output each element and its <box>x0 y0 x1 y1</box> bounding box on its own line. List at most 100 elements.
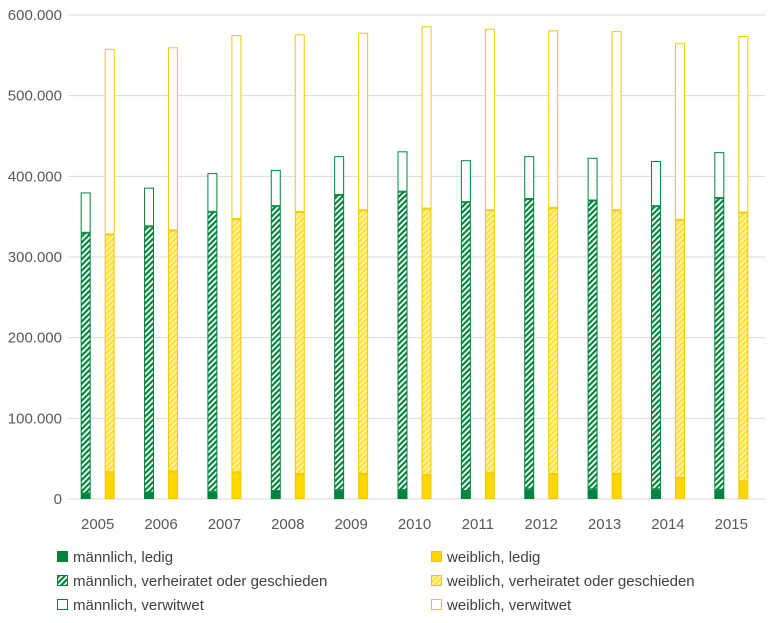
bar-female-outline-2010 <box>421 26 432 209</box>
gridlines <box>68 14 765 500</box>
bar-female-hatched-2005 <box>104 234 115 473</box>
bar-male-hatched-2006 <box>144 226 155 493</box>
legend-swatch <box>431 599 442 610</box>
bar-male-hatched-2015 <box>714 198 725 491</box>
bar-male-solid-2005 <box>80 493 91 499</box>
bar-male-outline-2008 <box>270 169 281 207</box>
legend-swatch <box>57 599 68 610</box>
legend-label: weiblich, verheiratet oder geschieden <box>446 573 695 590</box>
legend-swatch <box>57 551 68 562</box>
bar-male-hatched-2005 <box>80 232 91 494</box>
bar-female-solid-2006 <box>168 471 179 499</box>
bar-female-outline-2014 <box>674 43 685 220</box>
bar-female-solid-2012 <box>548 473 559 500</box>
bar-male-hatched-2009 <box>334 194 345 491</box>
bar-male-solid-2012 <box>524 489 535 500</box>
bar-female-solid-2011 <box>484 473 495 500</box>
bar-female-hatched-2013 <box>611 210 622 474</box>
x-tick-label: 2011 <box>462 516 494 533</box>
bar-male-hatched-2014 <box>650 206 661 490</box>
bar-male-outline-2009 <box>334 156 345 195</box>
bar-male-hatched-2007 <box>207 211 218 492</box>
y-tick-label: 0 <box>54 491 62 508</box>
bar-female-hatched-2014 <box>674 219 685 479</box>
bar-female-outline-2015 <box>738 35 749 213</box>
x-tick-label: 2005 <box>81 516 114 533</box>
bar-female-outline-2007 <box>231 35 242 220</box>
bar-male-solid-2006 <box>144 492 155 499</box>
legend-label: weiblich, ledig <box>446 549 540 566</box>
y-tick-label: 500.000 <box>8 88 62 105</box>
y-tick-label: 400.000 <box>8 168 62 185</box>
bar-female-solid-2005 <box>104 472 115 500</box>
x-tick-label: 2010 <box>398 516 431 533</box>
legend-label: männlich, verwitwet <box>73 597 205 614</box>
bar-female-solid-2008 <box>294 473 305 500</box>
bar-male-outline-2014 <box>650 161 661 207</box>
legend-item: weiblich, verheiratet oder geschieden <box>431 573 695 590</box>
bar-male-solid-2007 <box>207 491 218 499</box>
bar-male-outline-2015 <box>714 152 725 199</box>
bar-female-solid-2010 <box>421 474 432 499</box>
bar-male-hatched-2008 <box>270 206 281 491</box>
y-tick-label: 300.000 <box>8 249 62 266</box>
legend-swatch <box>57 575 68 586</box>
bar-male-outline-2013 <box>587 157 598 201</box>
bar-male-solid-2008 <box>270 490 281 499</box>
x-tick-label: 2006 <box>144 516 177 533</box>
bar-female-hatched-2008 <box>294 211 305 474</box>
bar-male-hatched-2010 <box>397 191 408 491</box>
bar-male-outline-2012 <box>524 156 535 199</box>
legend-swatch <box>431 575 442 586</box>
legend-label: männlich, ledig <box>73 549 173 566</box>
legend-item: männlich, verheiratet oder geschieden <box>57 573 327 590</box>
bar-male-outline-2005 <box>80 192 91 233</box>
bar-female-hatched-2012 <box>548 207 559 474</box>
x-tick-label: 2009 <box>334 516 367 533</box>
legend-item: männlich, verwitwet <box>57 597 205 614</box>
bar-female-hatched-2015 <box>738 212 749 482</box>
x-tick-label: 2015 <box>715 516 748 533</box>
bar-female-solid-2014 <box>674 478 685 500</box>
legend: männlich, ledig weiblich, ledig männlich, … <box>57 549 695 614</box>
legend-item: männlich, ledig <box>57 549 173 566</box>
bar-female-hatched-2006 <box>168 230 179 472</box>
x-tick-label: 2007 <box>208 516 241 533</box>
bar-male-outline-2006 <box>144 187 155 227</box>
bar-female-hatched-2009 <box>358 210 369 474</box>
bar-female-outline-2013 <box>611 31 622 211</box>
legend-label: männlich, verheiratet oder geschieden <box>73 573 327 590</box>
bar-female-solid-2007 <box>231 472 242 500</box>
y-tick-label: 100.000 <box>8 410 62 427</box>
y-tick-label: 200.000 <box>8 330 62 347</box>
bar-female-solid-2015 <box>738 481 749 499</box>
bar-female-outline-2011 <box>484 28 495 211</box>
bar-male-outline-2007 <box>207 173 218 212</box>
bar-male-hatched-2013 <box>587 200 598 490</box>
bar-male-hatched-2011 <box>460 202 471 491</box>
bar-male-solid-2010 <box>397 490 408 500</box>
bar-female-hatched-2007 <box>231 219 242 473</box>
x-tick-label: 2008 <box>271 516 304 533</box>
y-tick-label: 600.000 <box>8 7 62 24</box>
x-tick-label: 2013 <box>588 516 621 533</box>
bar-female-solid-2009 <box>358 473 369 500</box>
bar-female-outline-2006 <box>168 47 179 231</box>
legend-label: weiblich, verwitwet <box>446 597 572 614</box>
bar-male-solid-2014 <box>650 489 661 500</box>
bar-male-solid-2013 <box>587 489 598 500</box>
bar-male-solid-2009 <box>334 490 345 500</box>
bar-male-solid-2015 <box>714 490 725 500</box>
bar-male-outline-2011 <box>460 160 471 203</box>
bars <box>80 26 749 500</box>
bar-female-outline-2005 <box>104 48 115 235</box>
legend-swatch <box>431 551 442 562</box>
bar-male-solid-2011 <box>460 490 471 499</box>
y-axis: 0 100.000 200.000 300.000 400.000 500.000 600.… <box>8 7 62 508</box>
bar-female-hatched-2010 <box>421 208 432 475</box>
legend-item: weiblich, verwitwet <box>431 597 572 614</box>
legend-item: weiblich, ledig <box>431 549 540 566</box>
bar-female-solid-2013 <box>611 473 622 500</box>
bar-female-outline-2008 <box>294 34 305 212</box>
bar-male-outline-2010 <box>397 151 408 192</box>
